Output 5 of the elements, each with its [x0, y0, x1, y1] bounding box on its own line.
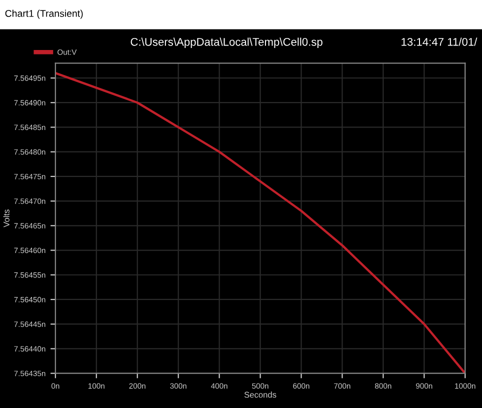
chart-title: C:\Users\AppData\Local\Temp\Cell0.sp: [130, 38, 322, 48]
y-axis-title: Volts: [3, 210, 10, 228]
text: 13:14:47 11/01/: [402, 38, 478, 46]
caption: Chart1 (Transient): [5, 10, 83, 19]
x-axis-title: Seconds: [244, 392, 276, 398]
